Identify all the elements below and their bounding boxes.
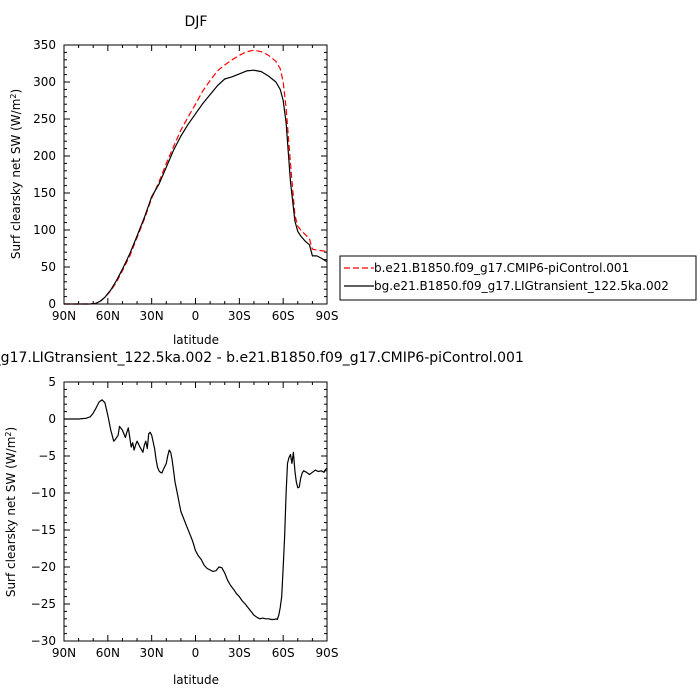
top-y-tick-label: 150	[33, 186, 56, 200]
bottom-y-tick-label: −30	[31, 634, 56, 648]
top-x-tick-label: 90N	[52, 309, 76, 323]
top-y-tick-label: 250	[33, 112, 56, 126]
bottom-x-tick-label: 30N	[140, 646, 164, 660]
top-x-tick-label: 30N	[140, 309, 164, 323]
bottom-y-tick-label: −20	[31, 560, 56, 574]
bottom-y-tick-label: −5	[38, 449, 56, 463]
bottom-x-tick-label: 30S	[228, 646, 251, 660]
top-plot-frame	[63, 44, 328, 305]
bottom-y-tick-label: −15	[31, 523, 56, 537]
top-y-tick-label: 300	[33, 75, 56, 89]
bottom-x-tick-label: 90N	[52, 646, 76, 660]
top-x-tick-label: 60N	[96, 309, 120, 323]
legend-label-picontrol: b.e21.B1850.f09_g17.CMIP6-piControl.001	[374, 261, 629, 275]
top-y-tick-label: 350	[33, 38, 56, 52]
bottom-y-tick-label: −10	[31, 486, 56, 500]
bottom-series-line-0	[64, 399, 328, 621]
bottom-ticks: 90N 60N 30N 0 30S 60S 90S −30 −25 −20 −15 −10 −5 0 5	[31, 375, 339, 660]
top-series-line-1	[64, 69, 328, 305]
bottom-panel-title: bg.e21.B1850.f09_g17.LIGtransient_122.5k…	[0, 350, 524, 366]
bottom-x-tick-label: 60N	[96, 646, 120, 660]
bottom-y-tick-label: 0	[48, 412, 56, 426]
bottom-x-tick-label: 60S	[272, 646, 295, 660]
top-y-tick-label: 100	[33, 223, 56, 237]
bottom-x-axis-label: latitude	[173, 673, 219, 687]
legend: b.e21.B1850.f09_g17.CMIP6-piControl.001 …	[339, 255, 697, 301]
top-x-tick-label: 90S	[316, 309, 339, 323]
bottom-y-tick-label: −25	[31, 597, 56, 611]
top-y-axis-label: Surf clearsky net SW (W/m2)	[9, 89, 24, 259]
bottom-y-tick-label: 5	[48, 375, 56, 389]
top-y-tick-label: 50	[41, 260, 56, 274]
top-y-tick-label: 0	[48, 297, 56, 311]
top-x-tick-label: 30S	[228, 309, 251, 323]
top-x-axis-label: latitude	[173, 333, 219, 347]
bottom-plot-frame	[63, 381, 328, 642]
bottom-panel: bg.e21.B1850.f09_g17.LIGtransient_122.5k…	[0, 350, 524, 687]
top-x-tick-label: 0	[192, 309, 200, 323]
bottom-x-tick-label: 90S	[316, 646, 339, 660]
top-panel-title: DJF	[185, 14, 208, 30]
top-series	[64, 49, 328, 305]
top-ticks: 90N 60N 30N 0 30S 60S 90S 0 50 100 150 200 250 300 350	[33, 38, 338, 323]
top-panel: DJF 90N 60N 30N 0 30S 60S 90S 0 50 100 150 200 250 30…	[9, 14, 339, 347]
top-y-tick-label: 200	[33, 149, 56, 163]
bottom-y-axis-label: Surf clearsky net SW (W/m2)	[4, 427, 19, 597]
legend-label-ligtransient: bg.e21.B1850.f09_g17.LIGtransient_122.5k…	[374, 279, 669, 293]
top-series-line-0	[64, 49, 328, 305]
bottom-series	[64, 399, 328, 621]
bottom-x-tick-label: 0	[192, 646, 200, 660]
top-x-tick-label: 60S	[272, 309, 295, 323]
legend-box	[339, 255, 697, 301]
